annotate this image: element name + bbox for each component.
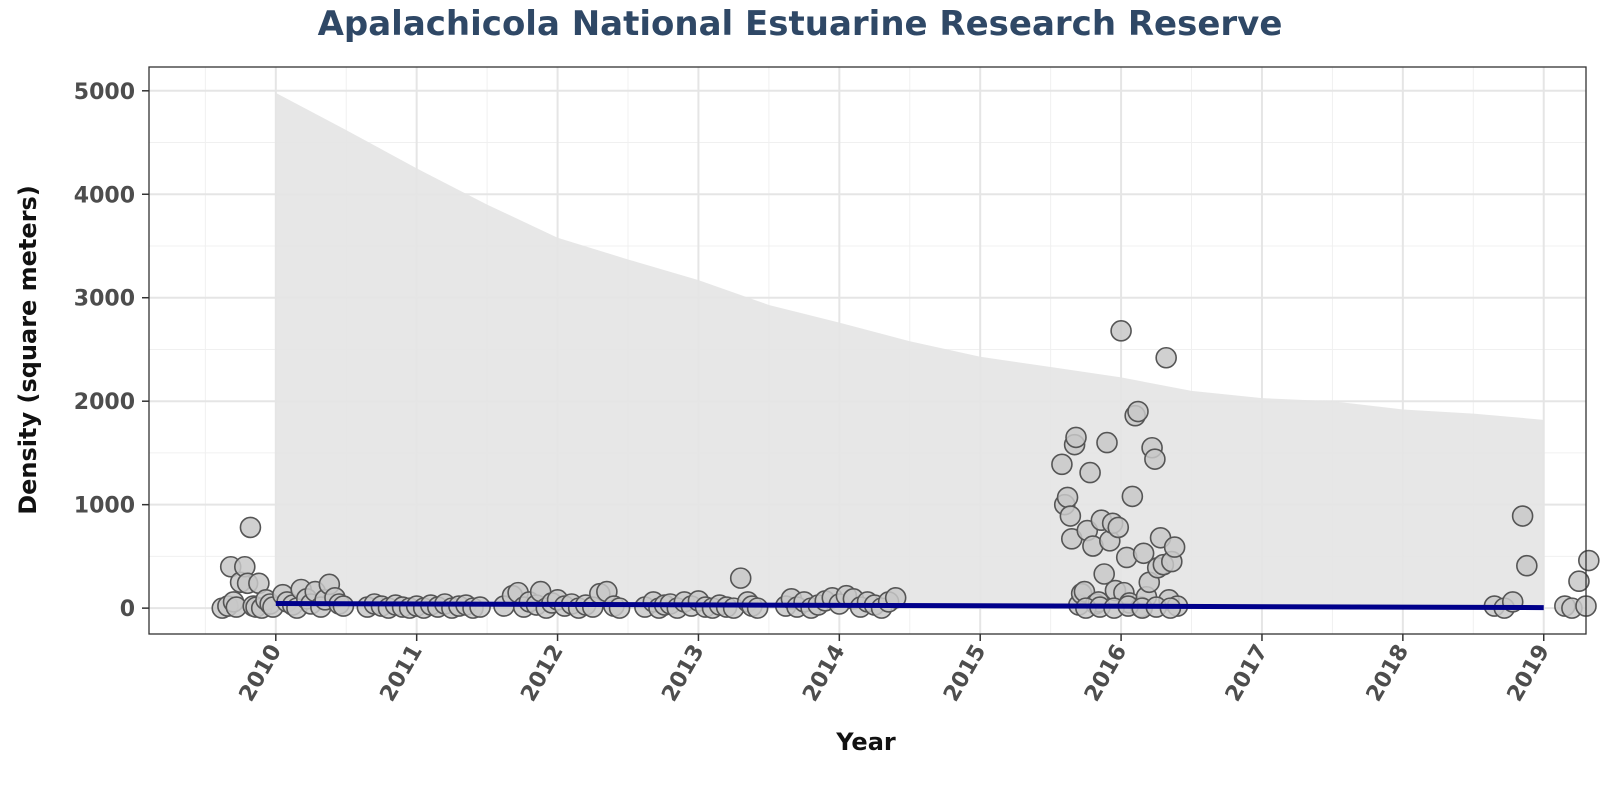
x-tick-label: 2011	[376, 641, 428, 707]
data-point	[1079, 461, 1101, 484]
x-tick-label: 2013	[657, 641, 709, 707]
x-tick-label: 2018	[1362, 641, 1414, 707]
data-point	[1093, 563, 1115, 585]
data-point	[1056, 486, 1079, 509]
data-point	[1516, 554, 1538, 577]
y-tick-label: 2000	[74, 390, 135, 415]
chart-title: Apalachicola National Estuarine Research…	[317, 4, 1283, 44]
x-tick-label: 2017	[1221, 641, 1273, 707]
y-tick-label: 5000	[74, 80, 135, 105]
data-point	[1568, 570, 1590, 593]
y-axis-label: Density (square meters)	[14, 185, 42, 515]
data-point	[1065, 426, 1087, 449]
data-point	[469, 596, 491, 618]
y-tick-label: 3000	[74, 287, 135, 312]
data-point	[1132, 542, 1155, 565]
data-point	[1144, 448, 1166, 470]
x-axis-label: Year	[836, 728, 896, 756]
data-point	[1511, 505, 1534, 527]
confidence-band	[275, 92, 1544, 609]
data-point	[1107, 516, 1130, 539]
y-tick-label: 0	[120, 597, 135, 622]
data-point	[746, 597, 769, 619]
x-axis: 2010 2011 2012 2013 2014 2015 2016 2017 2018 2019	[235, 634, 1555, 706]
y-tick-label: 1000	[74, 494, 135, 519]
x-tick-label: 2010	[235, 641, 287, 707]
trend-line-group	[275, 600, 1544, 611]
data-point	[1127, 400, 1149, 423]
trend-line	[275, 600, 1544, 611]
data-point	[1110, 320, 1132, 342]
x-tick-label: 2015	[939, 640, 991, 706]
x-tick-label: 2012	[516, 641, 568, 707]
data-point	[1096, 431, 1118, 454]
y-axis: 0 1000 2000 3000 4000 5000	[74, 80, 149, 622]
data-point	[239, 516, 262, 539]
data-point	[1051, 453, 1073, 476]
data-point	[608, 597, 631, 619]
x-tick-label: 2016	[1080, 641, 1132, 707]
data-point	[1163, 536, 1186, 558]
y-tick-label: 4000	[74, 183, 135, 208]
x-tick-label: 2014	[798, 641, 850, 707]
data-point	[1059, 505, 1082, 527]
data-point	[1121, 485, 1144, 508]
data-point	[729, 567, 752, 589]
x-tick-label: 2019	[1503, 641, 1555, 707]
plot-border	[148, 66, 1587, 635]
data-point	[1155, 346, 1177, 369]
data-point	[1578, 549, 1600, 572]
confidence-ribbon	[275, 92, 1544, 609]
